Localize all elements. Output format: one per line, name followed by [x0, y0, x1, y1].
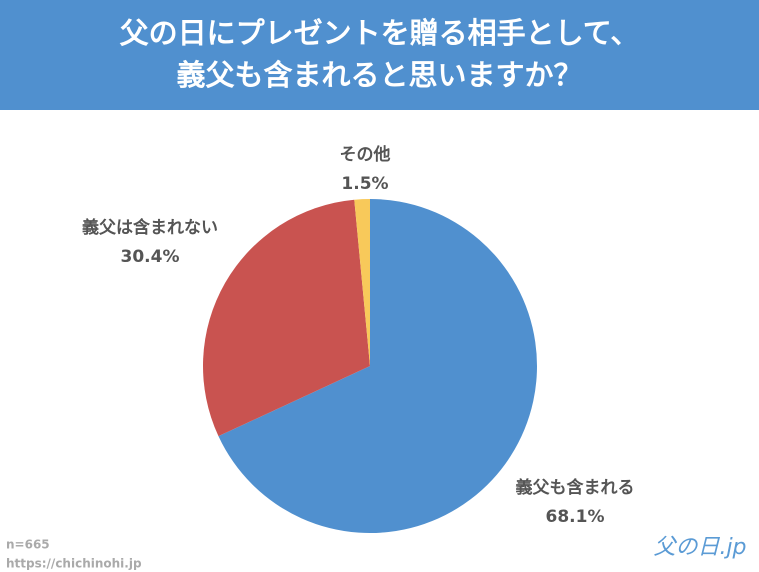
- value-label: 30.4%: [121, 247, 180, 267]
- pie-slice: [218, 199, 537, 533]
- value-label: 68.1%: [546, 507, 605, 527]
- slice-label: 義父も含まれる: [516, 477, 635, 498]
- value-label: 1.5%: [341, 174, 388, 194]
- slice-label: その他: [340, 144, 391, 165]
- note: https://chichinohi.jp: [6, 557, 142, 571]
- slice-label: 義父は含まれない: [82, 217, 218, 238]
- pie-slice: [202, 199, 370, 437]
- chart-title: 父の日にプレゼントを贈る相手として、 義父も含まれると思いますか？: [0, 0, 759, 110]
- logo: 父の日.jp: [653, 535, 746, 560]
- note: n=665: [6, 538, 50, 552]
- pie-slice: [354, 199, 370, 366]
